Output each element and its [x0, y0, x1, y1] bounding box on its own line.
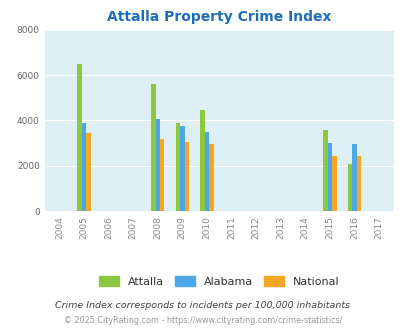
- Bar: [356, 156, 360, 211]
- Bar: [175, 123, 180, 211]
- Legend: Attalla, Alabama, National: Attalla, Alabama, National: [94, 271, 343, 291]
- Bar: [184, 142, 189, 211]
- Bar: [204, 132, 209, 211]
- Bar: [160, 139, 164, 211]
- Title: Attalla Property Crime Index: Attalla Property Crime Index: [107, 10, 330, 24]
- Bar: [200, 110, 204, 211]
- Bar: [327, 143, 331, 211]
- Bar: [347, 164, 352, 211]
- Text: © 2025 CityRating.com - https://www.cityrating.com/crime-statistics/: © 2025 CityRating.com - https://www.city…: [64, 315, 341, 325]
- Bar: [155, 119, 160, 211]
- Bar: [209, 144, 213, 211]
- Bar: [322, 130, 327, 211]
- Text: Crime Index corresponds to incidents per 100,000 inhabitants: Crime Index corresponds to incidents per…: [55, 301, 350, 310]
- Bar: [180, 126, 184, 211]
- Bar: [331, 156, 336, 211]
- Bar: [81, 123, 86, 211]
- Bar: [77, 64, 81, 211]
- Bar: [352, 144, 356, 211]
- Bar: [86, 133, 90, 211]
- Bar: [151, 84, 155, 211]
